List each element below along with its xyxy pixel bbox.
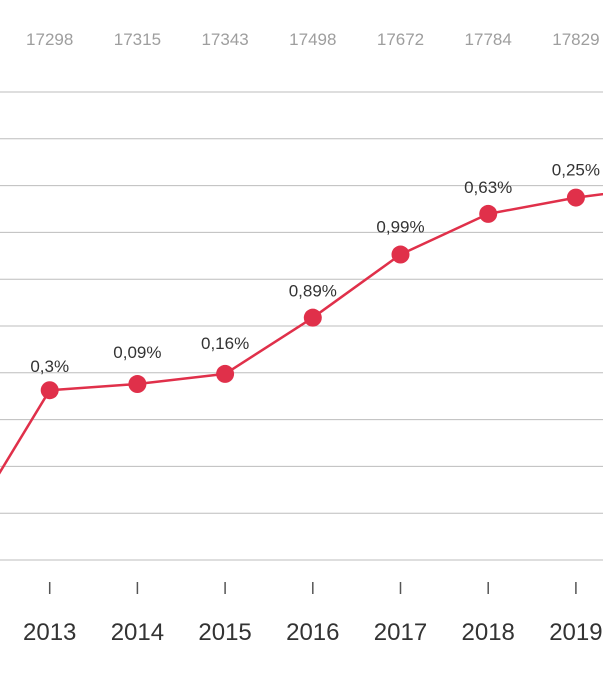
year-label: 2019 (549, 619, 602, 646)
top-value-label: 17315 (114, 30, 161, 49)
top-value-label: 17784 (465, 30, 512, 49)
data-point (128, 375, 147, 394)
year-label: 2015 (198, 619, 251, 646)
data-point (40, 381, 59, 400)
data-point (216, 364, 235, 383)
top-value-labels: 17298 17315 17343 17498 17672 17784 17829 (26, 30, 599, 49)
percent-label: 0,3% (30, 357, 69, 376)
data-point (391, 245, 410, 264)
percent-label: 0,25% (552, 161, 600, 180)
x-axis-ticks (48, 582, 577, 594)
year-label: 2014 (111, 619, 164, 646)
x-axis-year-labels: 2013 2014 2015 2016 2017 2018 2019 (23, 619, 603, 646)
percent-label: 0,09% (113, 343, 161, 362)
year-label: 2018 (462, 619, 515, 646)
data-point (566, 188, 585, 207)
top-value-label: 17298 (26, 30, 73, 49)
percent-change-labels: 0,3%0,09%0,16%0,89%0,99%0,63%0,25%0 (30, 161, 600, 377)
top-value-label: 17498 (289, 30, 336, 49)
data-point (303, 308, 322, 327)
series-line (0, 192, 603, 475)
year-label: 2013 (23, 619, 76, 646)
percent-label: 0,63% (464, 178, 512, 197)
percent-label: 0,16% (201, 334, 249, 353)
data-point (479, 204, 498, 223)
year-label: 2016 (286, 619, 339, 646)
data-markers (40, 188, 585, 400)
top-value-label: 17829 (552, 30, 599, 49)
percent-label: 0,89% (289, 282, 337, 301)
percent-label: 0,99% (376, 218, 424, 237)
top-value-label: 17343 (201, 30, 248, 49)
series-polyline (0, 192, 603, 475)
top-value-label: 17672 (377, 30, 424, 49)
year-label: 2017 (374, 619, 427, 646)
